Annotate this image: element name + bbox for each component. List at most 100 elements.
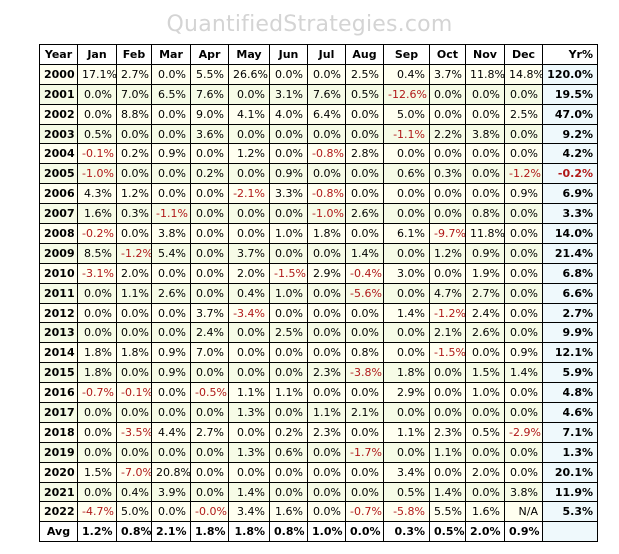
- year-cell: 2006: [39, 183, 78, 205]
- column-header: Sep: [383, 44, 430, 65]
- year-cell: 2004: [39, 143, 78, 165]
- month-return-cell: 0.8%: [465, 203, 505, 225]
- month-return-cell: 0.0%: [307, 342, 346, 364]
- year-cell: 2002: [39, 103, 78, 125]
- column-header: Yr%: [542, 44, 598, 65]
- month-return-cell: 0.0%: [307, 123, 346, 145]
- month-return-cell: 0.0%: [269, 63, 308, 85]
- month-return-cell: 0.0%: [228, 203, 270, 225]
- year-cell: 2013: [39, 322, 78, 344]
- year-cell: 2012: [39, 302, 78, 324]
- month-return-cell: 0.0%: [429, 402, 466, 423]
- month-return-cell: 4.1%: [228, 103, 270, 125]
- table-row: 2019 0.0% 0.0% 0.0% 0.0% 1.3% 0.6% 0.0% -1.7% 0.0…: [39, 441, 598, 463]
- month-return-cell: 7.6%: [190, 83, 229, 105]
- month-return-cell: 0.0%: [151, 501, 191, 523]
- month-return-cell: 2.7%: [190, 421, 229, 443]
- month-return-cell: 2.1%: [345, 402, 384, 423]
- month-return-cell: 0.0%: [504, 83, 543, 105]
- year-cell: 2000: [39, 63, 78, 85]
- year-total-cell: 12.1%: [542, 342, 598, 364]
- month-return-cell: -1.7%: [345, 441, 384, 463]
- month-return-cell: 0.9%: [504, 183, 543, 205]
- month-return-cell: 1.4%: [228, 481, 270, 503]
- month-return-cell: -0.2%: [77, 223, 117, 244]
- month-return-cell: 0.0%: [228, 421, 270, 443]
- month-return-cell: 2.7%: [465, 282, 505, 304]
- year-cell: 2008: [39, 223, 78, 244]
- month-return-cell: 3.7%: [228, 242, 270, 264]
- month-return-cell: 0.0%: [190, 203, 229, 225]
- month-return-cell: 0.0%: [151, 103, 191, 125]
- month-return-cell: 1.1%: [116, 282, 152, 304]
- table-row: 2003 0.5% 0.0% 0.0% 3.6% 0.0% 0.0% 0.0% 0.0% -1.1…: [39, 123, 598, 145]
- month-return-cell: 0.0%: [77, 83, 117, 105]
- month-return-cell: 1.2%: [116, 183, 152, 205]
- year-cell: 2009: [39, 242, 78, 264]
- year-total-cell: 120.0%: [542, 63, 598, 85]
- month-return-cell: 0.0%: [116, 163, 152, 185]
- average-cell: 0.8%: [116, 521, 152, 543]
- month-return-cell: 0.0%: [190, 461, 229, 483]
- month-return-cell: 0.0%: [116, 302, 152, 324]
- year-total-cell: 6.9%: [542, 183, 598, 205]
- column-header: Nov: [465, 44, 505, 65]
- average-cell: 1.8%: [228, 521, 270, 543]
- month-return-cell: 2.6%: [151, 282, 191, 304]
- month-return-cell: 0.0%: [383, 242, 430, 264]
- month-return-cell: 0.0%: [190, 143, 229, 165]
- year-cell: 2020: [39, 461, 78, 483]
- column-header: Dec: [504, 44, 543, 65]
- month-return-cell: 1.8%: [307, 223, 346, 244]
- month-return-cell: 1.4%: [383, 302, 430, 324]
- average-total-cell: [542, 521, 598, 543]
- year-total-cell: 21.4%: [542, 242, 598, 264]
- month-return-cell: 0.0%: [383, 322, 430, 344]
- month-return-cell: 0.0%: [345, 103, 384, 125]
- table-row: 2011 0.0% 1.1% 2.6% 0.0% 0.4% 1.0% 0.0% -5.6% 0.0…: [39, 282, 598, 304]
- column-header: Jan: [77, 44, 117, 65]
- month-return-cell: 3.6%: [190, 123, 229, 145]
- table-row: 2005 -1.0% 0.0% 0.0% 0.2% 0.0% 0.9% 0.0% 0.0% 0.6…: [39, 163, 598, 185]
- month-return-cell: 8.5%: [77, 242, 117, 264]
- month-return-cell: 0.0%: [228, 342, 270, 364]
- month-return-cell: 0.0%: [151, 63, 191, 85]
- month-return-cell: 1.1%: [228, 382, 270, 404]
- month-return-cell: 0.2%: [190, 163, 229, 185]
- month-return-cell: 0.0%: [151, 183, 191, 205]
- month-return-cell: -5.6%: [345, 282, 384, 304]
- month-return-cell: 2.5%: [269, 322, 308, 344]
- year-cell: 2014: [39, 342, 78, 364]
- month-return-cell: 7.0%: [190, 342, 229, 364]
- month-return-cell: 0.0%: [429, 143, 466, 165]
- month-return-cell: 0.0%: [465, 402, 505, 423]
- year-cell: 2016: [39, 382, 78, 404]
- month-return-cell: 0.8%: [345, 342, 384, 364]
- month-return-cell: 0.3%: [429, 163, 466, 185]
- month-return-cell: 0.0%: [269, 242, 308, 264]
- month-return-cell: 5.0%: [116, 501, 152, 523]
- month-return-cell: -0.0%: [190, 501, 229, 523]
- month-return-cell: 0.0%: [504, 223, 543, 244]
- month-return-cell: 0.0%: [345, 163, 384, 185]
- month-return-cell: 3.4%: [383, 461, 430, 483]
- month-return-cell: 0.0%: [190, 481, 229, 503]
- year-cell: 2007: [39, 203, 78, 225]
- month-return-cell: 2.0%: [228, 262, 270, 284]
- header-row: Year Jan Feb Mar Apr May Jun Jul Aug Sep Oct Nov Dec…: [39, 44, 598, 65]
- month-return-cell: 0.0%: [190, 441, 229, 463]
- month-return-cell: -0.8%: [307, 183, 346, 205]
- month-return-cell: 4.7%: [429, 282, 466, 304]
- month-return-cell: 1.1%: [383, 421, 430, 443]
- month-return-cell: 0.0%: [465, 441, 505, 463]
- month-return-cell: 0.0%: [269, 362, 308, 384]
- month-return-cell: 0.0%: [429, 461, 466, 483]
- month-return-cell: 0.0%: [307, 481, 346, 503]
- month-return-cell: -0.5%: [190, 382, 229, 404]
- month-return-cell: 5.0%: [383, 103, 430, 125]
- month-return-cell: 2.3%: [307, 362, 346, 384]
- month-return-cell: 1.5%: [77, 461, 117, 483]
- month-return-cell: 14.8%: [504, 63, 543, 85]
- month-return-cell: -3.5%: [116, 421, 152, 443]
- month-return-cell: 2.5%: [504, 103, 543, 125]
